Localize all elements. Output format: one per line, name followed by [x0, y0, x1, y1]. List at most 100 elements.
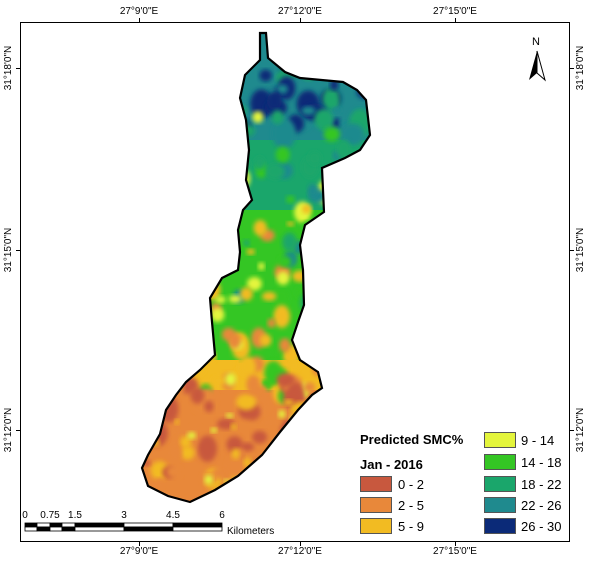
raster-patch: [243, 239, 250, 247]
raster-patch: [226, 454, 247, 477]
north-letter: N: [532, 36, 540, 48]
raster-patch: [333, 175, 350, 190]
study-area-outline: [140, 31, 372, 504]
raster-patch: [341, 123, 365, 146]
raster-patch: [304, 479, 324, 502]
raster-patch: [280, 434, 302, 462]
raster-patch: [300, 457, 319, 480]
raster-patch: [190, 361, 206, 376]
raster-patch: [308, 151, 322, 166]
raster-patch: [174, 419, 180, 425]
raster-patch: [185, 495, 197, 502]
raster-patch: [292, 270, 309, 282]
raster-patch: [252, 430, 268, 444]
raster-patch: [278, 410, 286, 419]
raster-patch: [252, 111, 264, 123]
legend-label-7: 26 - 30: [521, 519, 562, 534]
raster-patch: [277, 256, 292, 268]
raster-patch: [190, 387, 205, 404]
scale-tick-label: 0.75: [40, 510, 60, 521]
raster-patch: [206, 217, 222, 230]
raster-patch: [271, 110, 284, 125]
raster-patch: [301, 106, 316, 115]
raster-patch: [289, 441, 298, 453]
raster-patch: [228, 332, 241, 349]
graticule-tick: [455, 18, 456, 22]
legend-subtitle: Jan - 2016: [360, 457, 423, 472]
raster-patch: [220, 489, 229, 496]
raster-patch: [272, 118, 296, 150]
raster-patch: [142, 427, 156, 444]
graticule-tick: [570, 250, 574, 251]
scale-unit-label: Kilometers: [227, 526, 275, 537]
raster-patch: [185, 337, 200, 350]
raster-patch: [154, 477, 165, 488]
raster-patch: [142, 399, 155, 419]
raster-patch: [277, 493, 294, 502]
graticule-tick: [16, 250, 20, 251]
legend-swatch-2: [360, 518, 392, 534]
raster-patch: [322, 87, 340, 111]
raster-patch: [260, 416, 281, 429]
raster-patch: [259, 69, 272, 82]
raster-patch: [314, 307, 328, 318]
raster-patch: [258, 262, 265, 271]
legend-label-4: 14 - 18: [521, 455, 562, 470]
legend-label-0: 0 - 2: [398, 477, 425, 492]
raster-patch: [301, 319, 318, 342]
raster-patch: [158, 395, 179, 423]
raster-patch: [267, 462, 283, 480]
raster-patch: [256, 478, 275, 492]
raster-patch: [296, 465, 314, 478]
raster-patch: [307, 183, 318, 198]
raster-patch: [142, 400, 151, 417]
legend-swatch-7: [484, 518, 516, 534]
raster-patch: [168, 445, 182, 461]
legend-label-1: 2 - 5: [398, 498, 425, 513]
raster-patch: [259, 334, 272, 347]
graticule-tick: [300, 18, 301, 22]
raster-patch: [319, 48, 342, 69]
raster-patch: [197, 435, 218, 462]
raster-patch: [267, 318, 276, 328]
raster-patch: [142, 408, 157, 419]
north-arrow-icon: [529, 50, 546, 82]
raster-patch: [254, 156, 266, 170]
raster-patch: [216, 418, 235, 430]
raster-patch: [287, 457, 306, 479]
raster-patch: [298, 329, 305, 335]
raster-patch: [207, 190, 225, 201]
raster-patch: [268, 455, 290, 471]
raster-patch: [142, 385, 151, 396]
raster-patch: [211, 467, 229, 479]
raster-patch: [276, 271, 290, 286]
scale-tick-label: 3: [121, 510, 127, 521]
raster-patch: [301, 337, 316, 350]
raster-patch: [142, 392, 156, 414]
raster-patch: [294, 450, 313, 467]
legend-swatch-0: [360, 476, 392, 492]
top-lon-label-2: 27°12'0"E: [278, 6, 322, 17]
raster-patch: [291, 46, 301, 54]
top-lon-label-3: 27°15'0"E: [433, 6, 477, 17]
raster-patch: [339, 119, 350, 126]
graticule-tick: [570, 68, 574, 69]
raster-patch: [239, 90, 252, 103]
graticule-tick: [139, 18, 140, 22]
raster-patch: [328, 168, 346, 191]
raster-patch: [336, 139, 351, 159]
raster-patch: [309, 331, 327, 346]
raster-patch: [301, 204, 312, 214]
raster-patch: [286, 221, 295, 227]
raster-patch: [240, 487, 261, 502]
bottom-lon-label-1: 27°9'0"E: [119, 546, 159, 557]
raster-patch: [204, 400, 214, 413]
raster-patch: [275, 146, 290, 163]
raster-patch: [244, 484, 255, 494]
raster-patch: [236, 394, 257, 410]
raster-patch: [315, 349, 323, 356]
raster-patch: [221, 217, 228, 224]
raster-patch: [273, 305, 291, 328]
graticule-tick: [300, 542, 301, 546]
